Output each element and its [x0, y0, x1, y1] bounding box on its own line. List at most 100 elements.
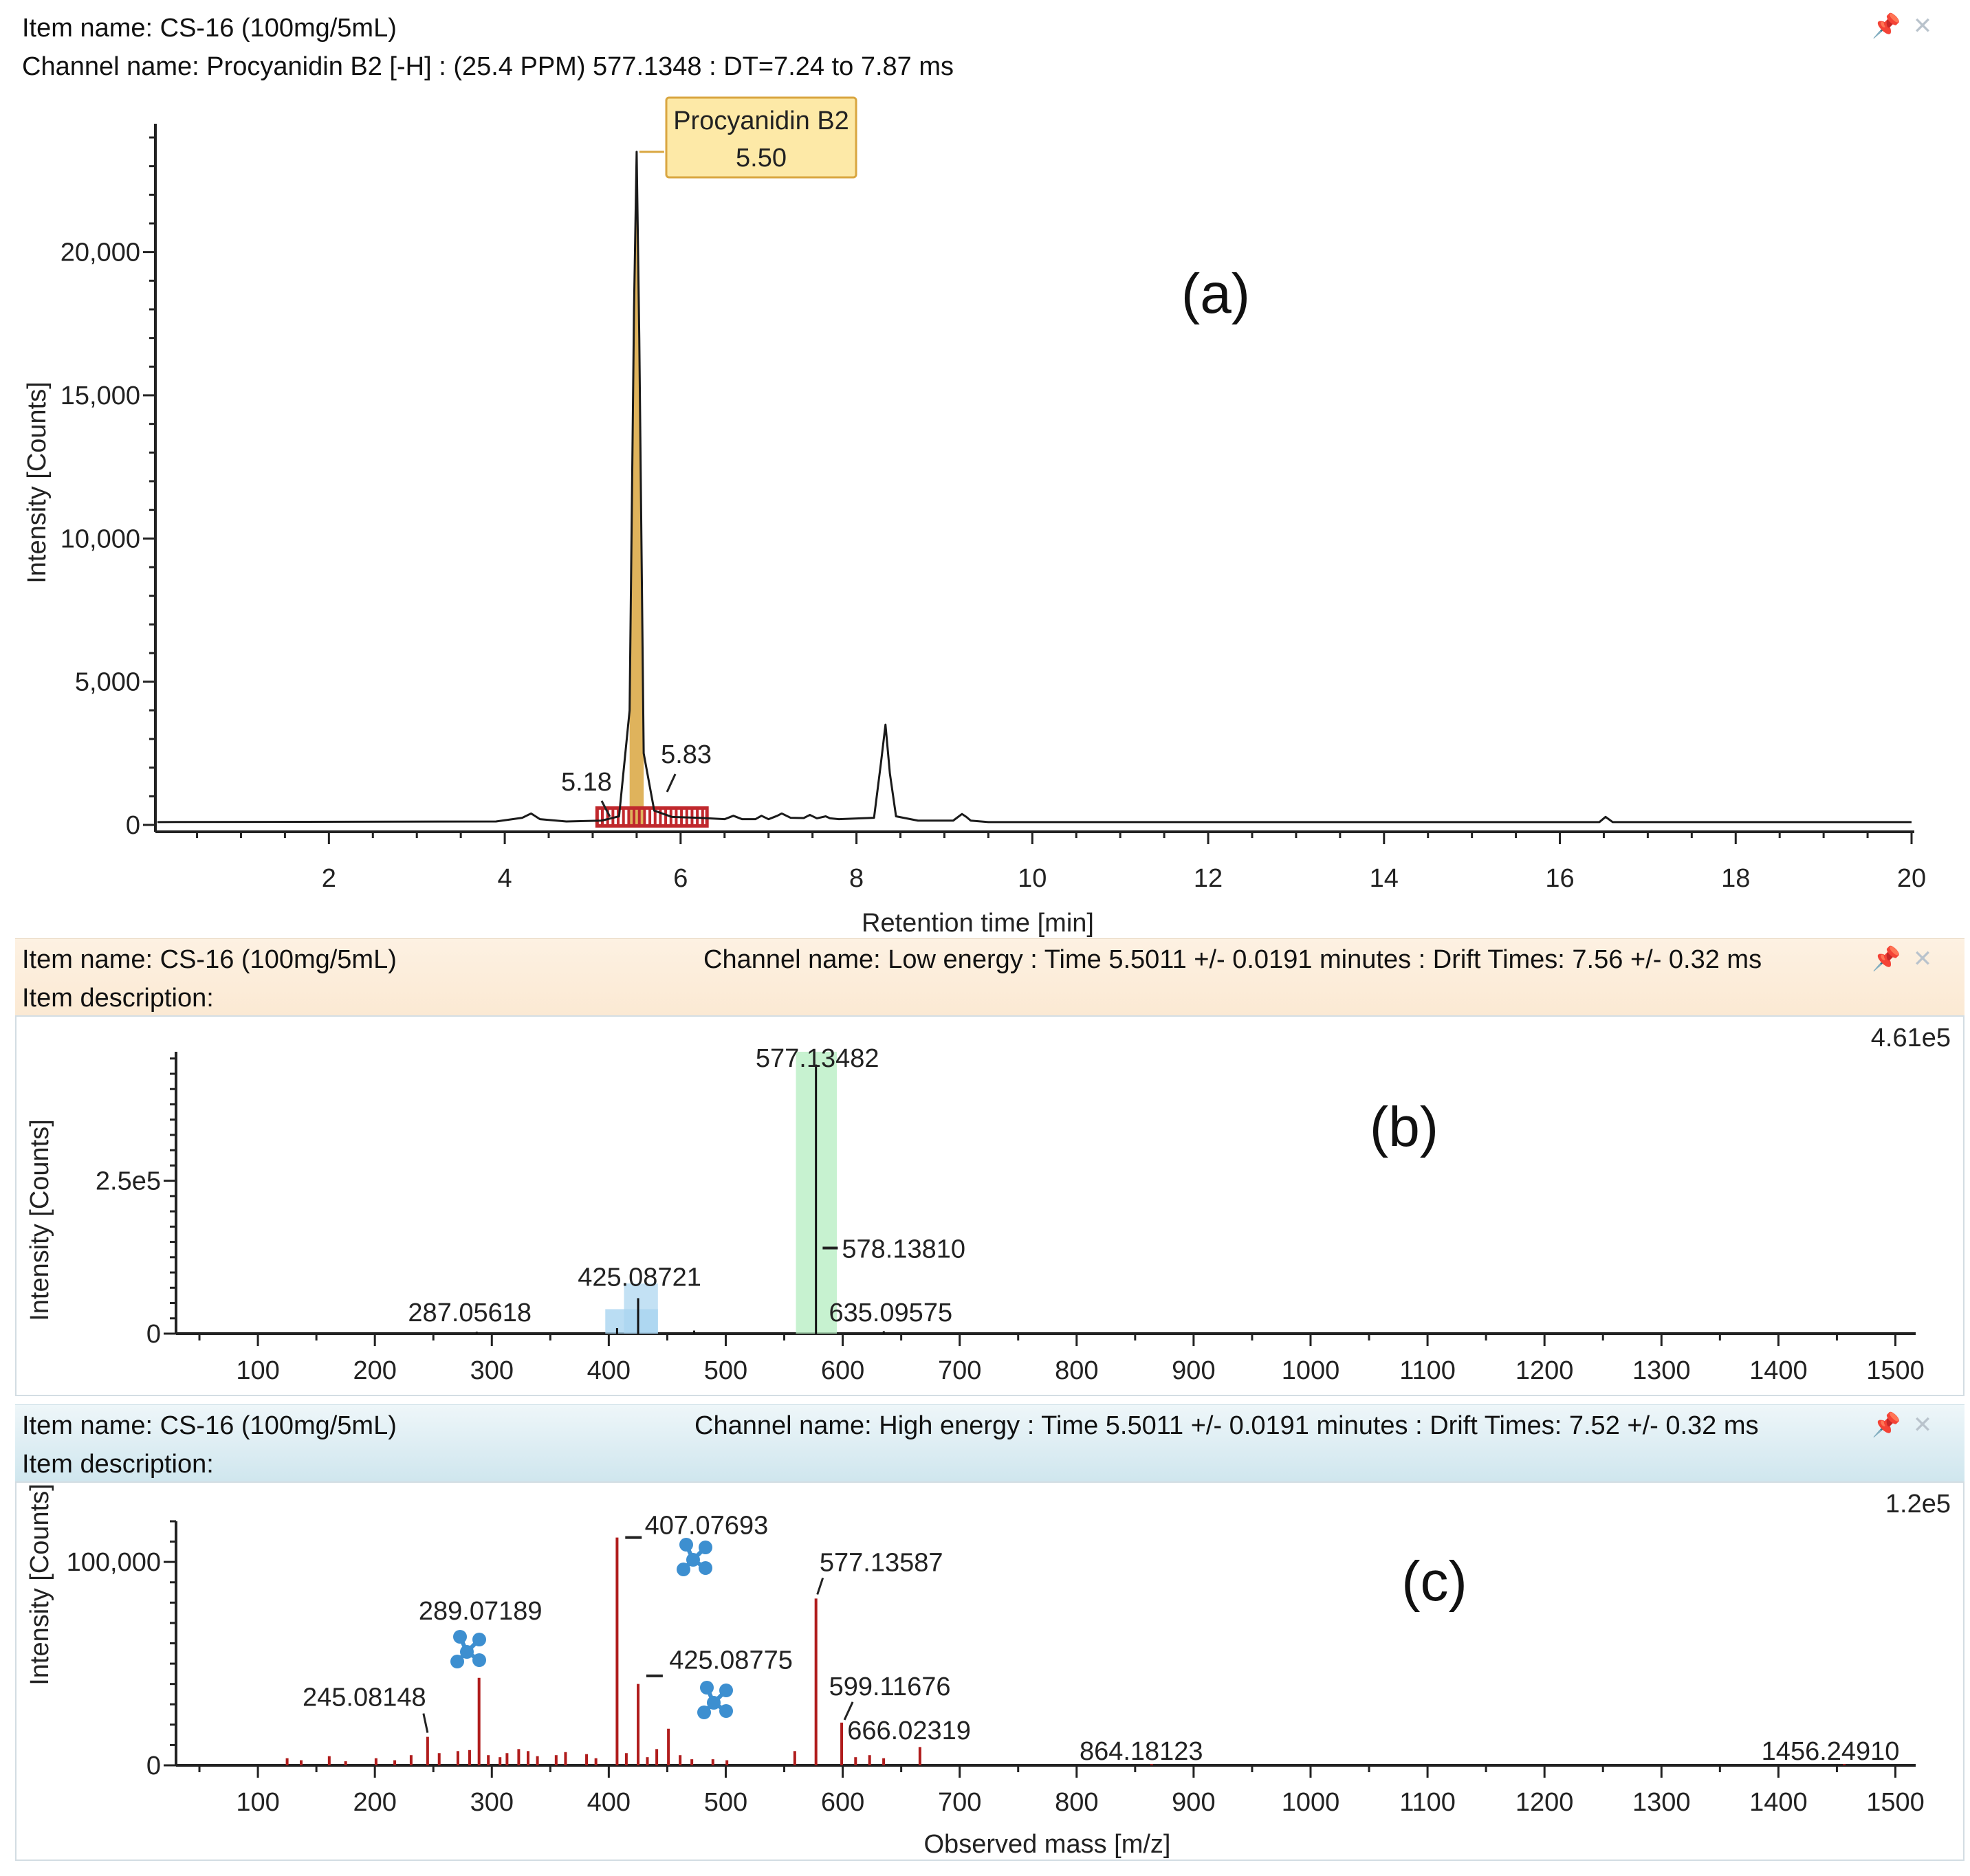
x-tick-label: 6	[673, 864, 688, 893]
x-tick-label: 600	[821, 1356, 864, 1385]
x-tick-label: 16	[1545, 864, 1574, 893]
peak-label: 289.07189	[419, 1597, 543, 1626]
main-peak-fill	[629, 151, 644, 826]
x-tick-label: 1000	[1282, 1356, 1340, 1385]
peak-label: 599.11676	[829, 1673, 951, 1701]
molecule-icon[interactable]	[697, 1681, 733, 1719]
peak-label: 245.08148	[303, 1684, 426, 1712]
panel-c-frame	[15, 1481, 1964, 1861]
x-tick-label: 1200	[1515, 1788, 1574, 1817]
close-icon[interactable]: ✕	[1912, 1412, 1933, 1438]
max-intensity-label: 4.61e5	[1871, 1024, 1951, 1052]
peak-leader	[816, 1577, 824, 1595]
x-tick-label: 300	[470, 1356, 514, 1385]
molecule-icon[interactable]	[450, 1630, 486, 1668]
chromatogram-trace	[157, 151, 1912, 824]
peak-label: 577.13482	[756, 1044, 879, 1073]
item-name-a: Item name: CS-16 (100mg/5mL)	[22, 14, 397, 43]
y-tick-label: 15,000	[61, 382, 140, 410]
peak-label: 864.18123	[1080, 1737, 1203, 1766]
y-tick-label: 10,000	[61, 525, 140, 553]
x-tick-label: 8	[849, 864, 864, 893]
highlight-blue-high	[624, 1283, 658, 1334]
x-tick-label: 500	[704, 1788, 747, 1817]
peak-leader	[843, 1701, 854, 1721]
x-tick-label: 100	[236, 1788, 279, 1817]
x-tick-label: 1500	[1866, 1788, 1925, 1817]
x-tick-label: 10	[1018, 864, 1047, 893]
peak-label: 578.13810	[842, 1235, 965, 1263]
panel-b-header	[15, 938, 1964, 1016]
x-axis-title: Retention time [min]	[862, 909, 1094, 938]
x-tick-label: 200	[353, 1356, 396, 1385]
x-tick-label: 100	[236, 1356, 279, 1385]
close-icon[interactable]: ✕	[1912, 13, 1933, 39]
x-tick-label: 800	[1055, 1356, 1098, 1385]
chromatogram-panel: Item name: CS-16 (100mg/5mL) Channel nam…	[22, 13, 1933, 938]
y-tick-label: 0	[146, 1320, 161, 1349]
panel-b-frame	[15, 1015, 1964, 1396]
y-tick-label: 20,000	[61, 239, 140, 267]
x-tick-label: 1500	[1866, 1356, 1925, 1385]
x-tick-label: 14	[1370, 864, 1399, 893]
pin-icon[interactable]: 📌	[1872, 1412, 1901, 1438]
channel-name-c: Channel name: High energy : Time 5.5011 …	[694, 1411, 1759, 1440]
y-tick-label: 2.5e5	[96, 1167, 161, 1196]
x-tick-label: 12	[1194, 864, 1223, 893]
x-tick-label: 700	[938, 1788, 981, 1817]
peak-label: 425.08775	[669, 1646, 793, 1675]
x-tick-label: 1000	[1282, 1788, 1340, 1817]
y-tick-label: 0	[146, 1752, 161, 1780]
peak-label-name: Procyanidin B2	[673, 107, 849, 135]
x-tick-label: 700	[938, 1356, 981, 1385]
peak-label: 425.08721	[578, 1263, 701, 1292]
high-energy-panel: Item name: CS-16 (100mg/5mL) Channel nam…	[0, 1404, 1970, 1876]
item-description-c: Item description:	[22, 1450, 214, 1479]
max-intensity-label: 1.2e5	[1885, 1490, 1951, 1519]
close-icon[interactable]: ✕	[1912, 946, 1933, 972]
x-tick-label: 2	[322, 864, 336, 893]
pin-icon[interactable]: 📌	[1872, 13, 1901, 39]
x-axis-title: Observed mass [m/z]	[924, 1830, 1171, 1859]
peak-label: 577.13587	[820, 1548, 943, 1577]
pin-icon[interactable]: 📌	[1872, 946, 1901, 972]
x-tick-label: 1300	[1632, 1788, 1691, 1817]
channel-name-b: Channel name: Low energy : Time 5.5011 +…	[703, 945, 1762, 974]
peak-label: 666.02319	[847, 1717, 971, 1745]
peak-label-5-18: 5.18	[561, 768, 612, 797]
x-tick-label: 600	[821, 1788, 864, 1817]
x-tick-label: 20	[1897, 864, 1926, 893]
x-tick-label: 900	[1172, 1788, 1215, 1817]
item-name-b: Item name: CS-16 (100mg/5mL)	[22, 945, 397, 974]
x-tick-label: 1400	[1749, 1788, 1808, 1817]
x-tick-label: 200	[353, 1788, 396, 1817]
x-tick-label: 4	[498, 864, 512, 893]
peak-label-box	[665, 96, 857, 179]
x-tick-label: 400	[587, 1788, 631, 1817]
panel-label-c: (c)	[1401, 1550, 1467, 1613]
peak-label: 635.09575	[829, 1299, 952, 1327]
channel-name-a: Channel name: Procyanidin B2 [-H] : (25.…	[22, 52, 954, 81]
panel-label-b: (b)	[1370, 1096, 1438, 1158]
panel-label-a: (a)	[1181, 263, 1250, 325]
y-tick-label: 5,000	[75, 668, 140, 697]
x-tick-label: 400	[587, 1356, 631, 1385]
x-tick-label: 800	[1055, 1788, 1098, 1817]
x-tick-label: 1300	[1632, 1356, 1691, 1385]
x-tick-label: 900	[1172, 1356, 1215, 1385]
low-energy-panel: Item name: CS-16 (100mg/5mL) Channel nam…	[0, 938, 1970, 1406]
chromatogram-chart: 2 4 6 8 10 12 14 16 18 20 0 5,000 10,000 15,000 20,000…	[23, 96, 1926, 938]
y-tick-label: 0	[126, 811, 140, 840]
y-tick-label: 100,000	[67, 1548, 161, 1577]
molecule-icon[interactable]	[677, 1538, 712, 1576]
x-tick-label: 1100	[1399, 1788, 1456, 1817]
x-tick-label: 500	[704, 1356, 747, 1385]
peak-leader-5-18	[600, 800, 611, 817]
high-energy-spectrum: 100 200 300 400 500 600 700 800 900 1000 1100 1200 1…	[25, 1483, 1951, 1859]
x-tick-label: 300	[470, 1788, 514, 1817]
peak-label-5-83: 5.83	[661, 740, 712, 769]
x-tick-label: 1400	[1749, 1356, 1808, 1385]
x-tick-label: 1100	[1399, 1356, 1456, 1385]
y-axis-title: Intensity [Counts]	[25, 1119, 54, 1321]
panel-c-header	[15, 1404, 1964, 1482]
